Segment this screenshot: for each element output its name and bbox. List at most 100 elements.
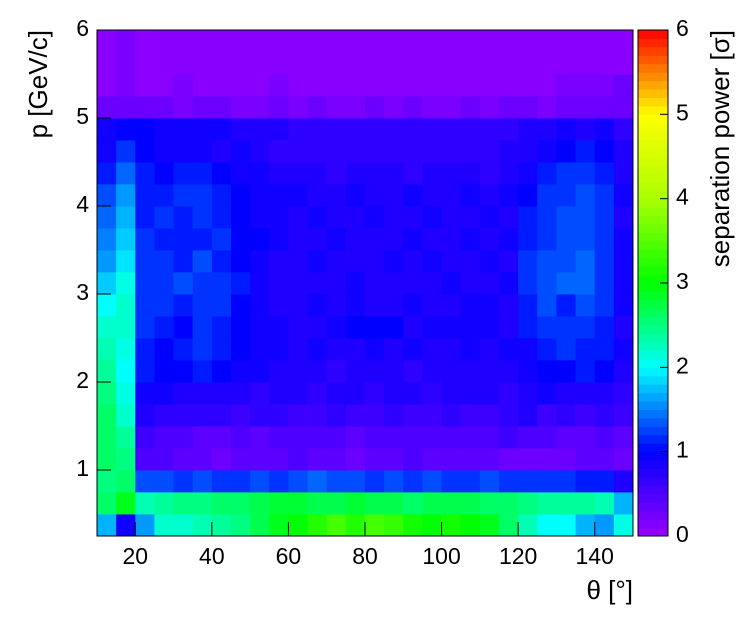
colorbar-swatch	[638, 198, 668, 208]
y-axis-label: p [GeV/c]	[23, 30, 53, 138]
heatmap-cell	[211, 52, 232, 75]
heatmap-cell	[97, 162, 117, 185]
heatmap-cell	[192, 74, 213, 97]
heatmap-cell	[173, 250, 194, 273]
colorbar-swatch	[638, 299, 668, 309]
heatmap-cell	[326, 140, 347, 163]
colorbar-swatch	[638, 409, 668, 419]
heatmap-cell	[307, 272, 328, 295]
heatmap-cell	[460, 492, 481, 515]
colorbar-swatch	[638, 325, 668, 335]
heatmap-cell	[154, 250, 174, 273]
heatmap-cell	[613, 228, 634, 251]
heatmap-cell	[575, 206, 596, 229]
heatmap-cell	[384, 360, 404, 383]
heatmap-cell	[326, 118, 347, 141]
heatmap-cell	[326, 74, 347, 97]
heatmap-cell	[307, 30, 328, 53]
heatmap-cell	[116, 228, 136, 251]
heatmap-cell	[613, 294, 634, 317]
heatmap-cell	[250, 140, 270, 163]
heatmap-cell	[384, 96, 404, 119]
heatmap-cell	[575, 382, 596, 405]
heatmap-cell	[460, 118, 481, 141]
heatmap-cell	[556, 30, 576, 53]
heatmap-cell	[97, 316, 117, 339]
heatmap-cell	[173, 448, 194, 471]
heatmap-cell	[307, 404, 328, 427]
heatmap-cell	[288, 404, 308, 427]
heatmap-cell	[479, 118, 500, 141]
heatmap-cell	[460, 338, 481, 361]
heatmap-cell	[613, 162, 634, 185]
heatmap-cell	[269, 338, 289, 361]
heatmap-cell	[499, 338, 519, 361]
heatmap-cell	[154, 140, 174, 163]
heatmap-cell	[269, 426, 289, 449]
heatmap-cell	[556, 382, 576, 405]
colorbar-swatch	[638, 434, 668, 444]
heatmap-cell	[594, 162, 615, 185]
heatmap-cell	[460, 470, 481, 493]
heatmap-cell	[250, 228, 270, 251]
heatmap-cell	[422, 338, 442, 361]
heatmap-cell	[384, 228, 404, 251]
heatmap-cell	[384, 118, 404, 141]
heatmap-cell	[307, 294, 328, 317]
heatmap-cell	[307, 52, 328, 75]
heatmap-cell	[403, 470, 423, 493]
heatmap-cell	[479, 228, 500, 251]
heatmap-cell	[173, 52, 194, 75]
heatmap-cell	[365, 360, 385, 383]
heatmap-cell	[231, 272, 251, 295]
heatmap-cell	[384, 514, 404, 537]
heatmap-cell	[537, 250, 557, 273]
heatmap-cell	[594, 470, 615, 493]
heatmap-cell	[403, 184, 423, 207]
heatmap-cell	[250, 96, 270, 119]
heatmap-cell	[326, 228, 347, 251]
heatmap-cell	[135, 272, 155, 295]
heatmap-cell	[594, 382, 615, 405]
heatmap-cell	[231, 184, 251, 207]
heatmap-cell	[518, 272, 538, 295]
heatmap-cell	[537, 52, 557, 75]
heatmap-cell	[499, 448, 519, 471]
heatmap-cell	[441, 426, 462, 449]
heatmap-cell	[403, 52, 423, 75]
heatmap-cell	[135, 74, 155, 97]
heatmap-cell	[345, 206, 366, 229]
colorbar-swatch	[638, 342, 668, 351]
heatmap-cell	[365, 492, 385, 515]
heatmap-cell	[613, 470, 634, 493]
heatmap-cell	[537, 404, 557, 427]
heatmap-cell	[441, 30, 462, 53]
x-tick-label: 40	[199, 543, 225, 569]
heatmap-cell	[613, 74, 634, 97]
heatmap-cell	[441, 140, 462, 163]
heatmap-cell	[575, 228, 596, 251]
colorbar-swatch	[638, 392, 668, 402]
heatmap-cell	[499, 140, 519, 163]
heatmap-cell	[231, 250, 251, 273]
heatmap-cell	[288, 52, 308, 75]
heatmap-cell	[211, 206, 232, 229]
colorbar-label: separation power [σ]	[705, 30, 735, 267]
heatmap-cell	[135, 118, 155, 141]
heatmap-cell	[556, 514, 576, 537]
heatmap-cell	[403, 316, 423, 339]
heatmap-cell	[173, 228, 194, 251]
heatmap-cell	[556, 272, 576, 295]
heatmap-cell	[556, 294, 576, 317]
heatmap-cell	[441, 338, 462, 361]
heatmap-cell	[499, 162, 519, 185]
heatmap-cell	[441, 118, 462, 141]
colorbar-swatch	[638, 89, 668, 98]
heatmap-cell	[518, 184, 538, 207]
heatmap-cell	[575, 140, 596, 163]
heatmap-cell	[135, 492, 155, 515]
heatmap-cell	[575, 162, 596, 185]
heatmap-cell	[231, 470, 251, 493]
heatmap-cell	[537, 162, 557, 185]
heatmap-cell	[288, 228, 308, 251]
